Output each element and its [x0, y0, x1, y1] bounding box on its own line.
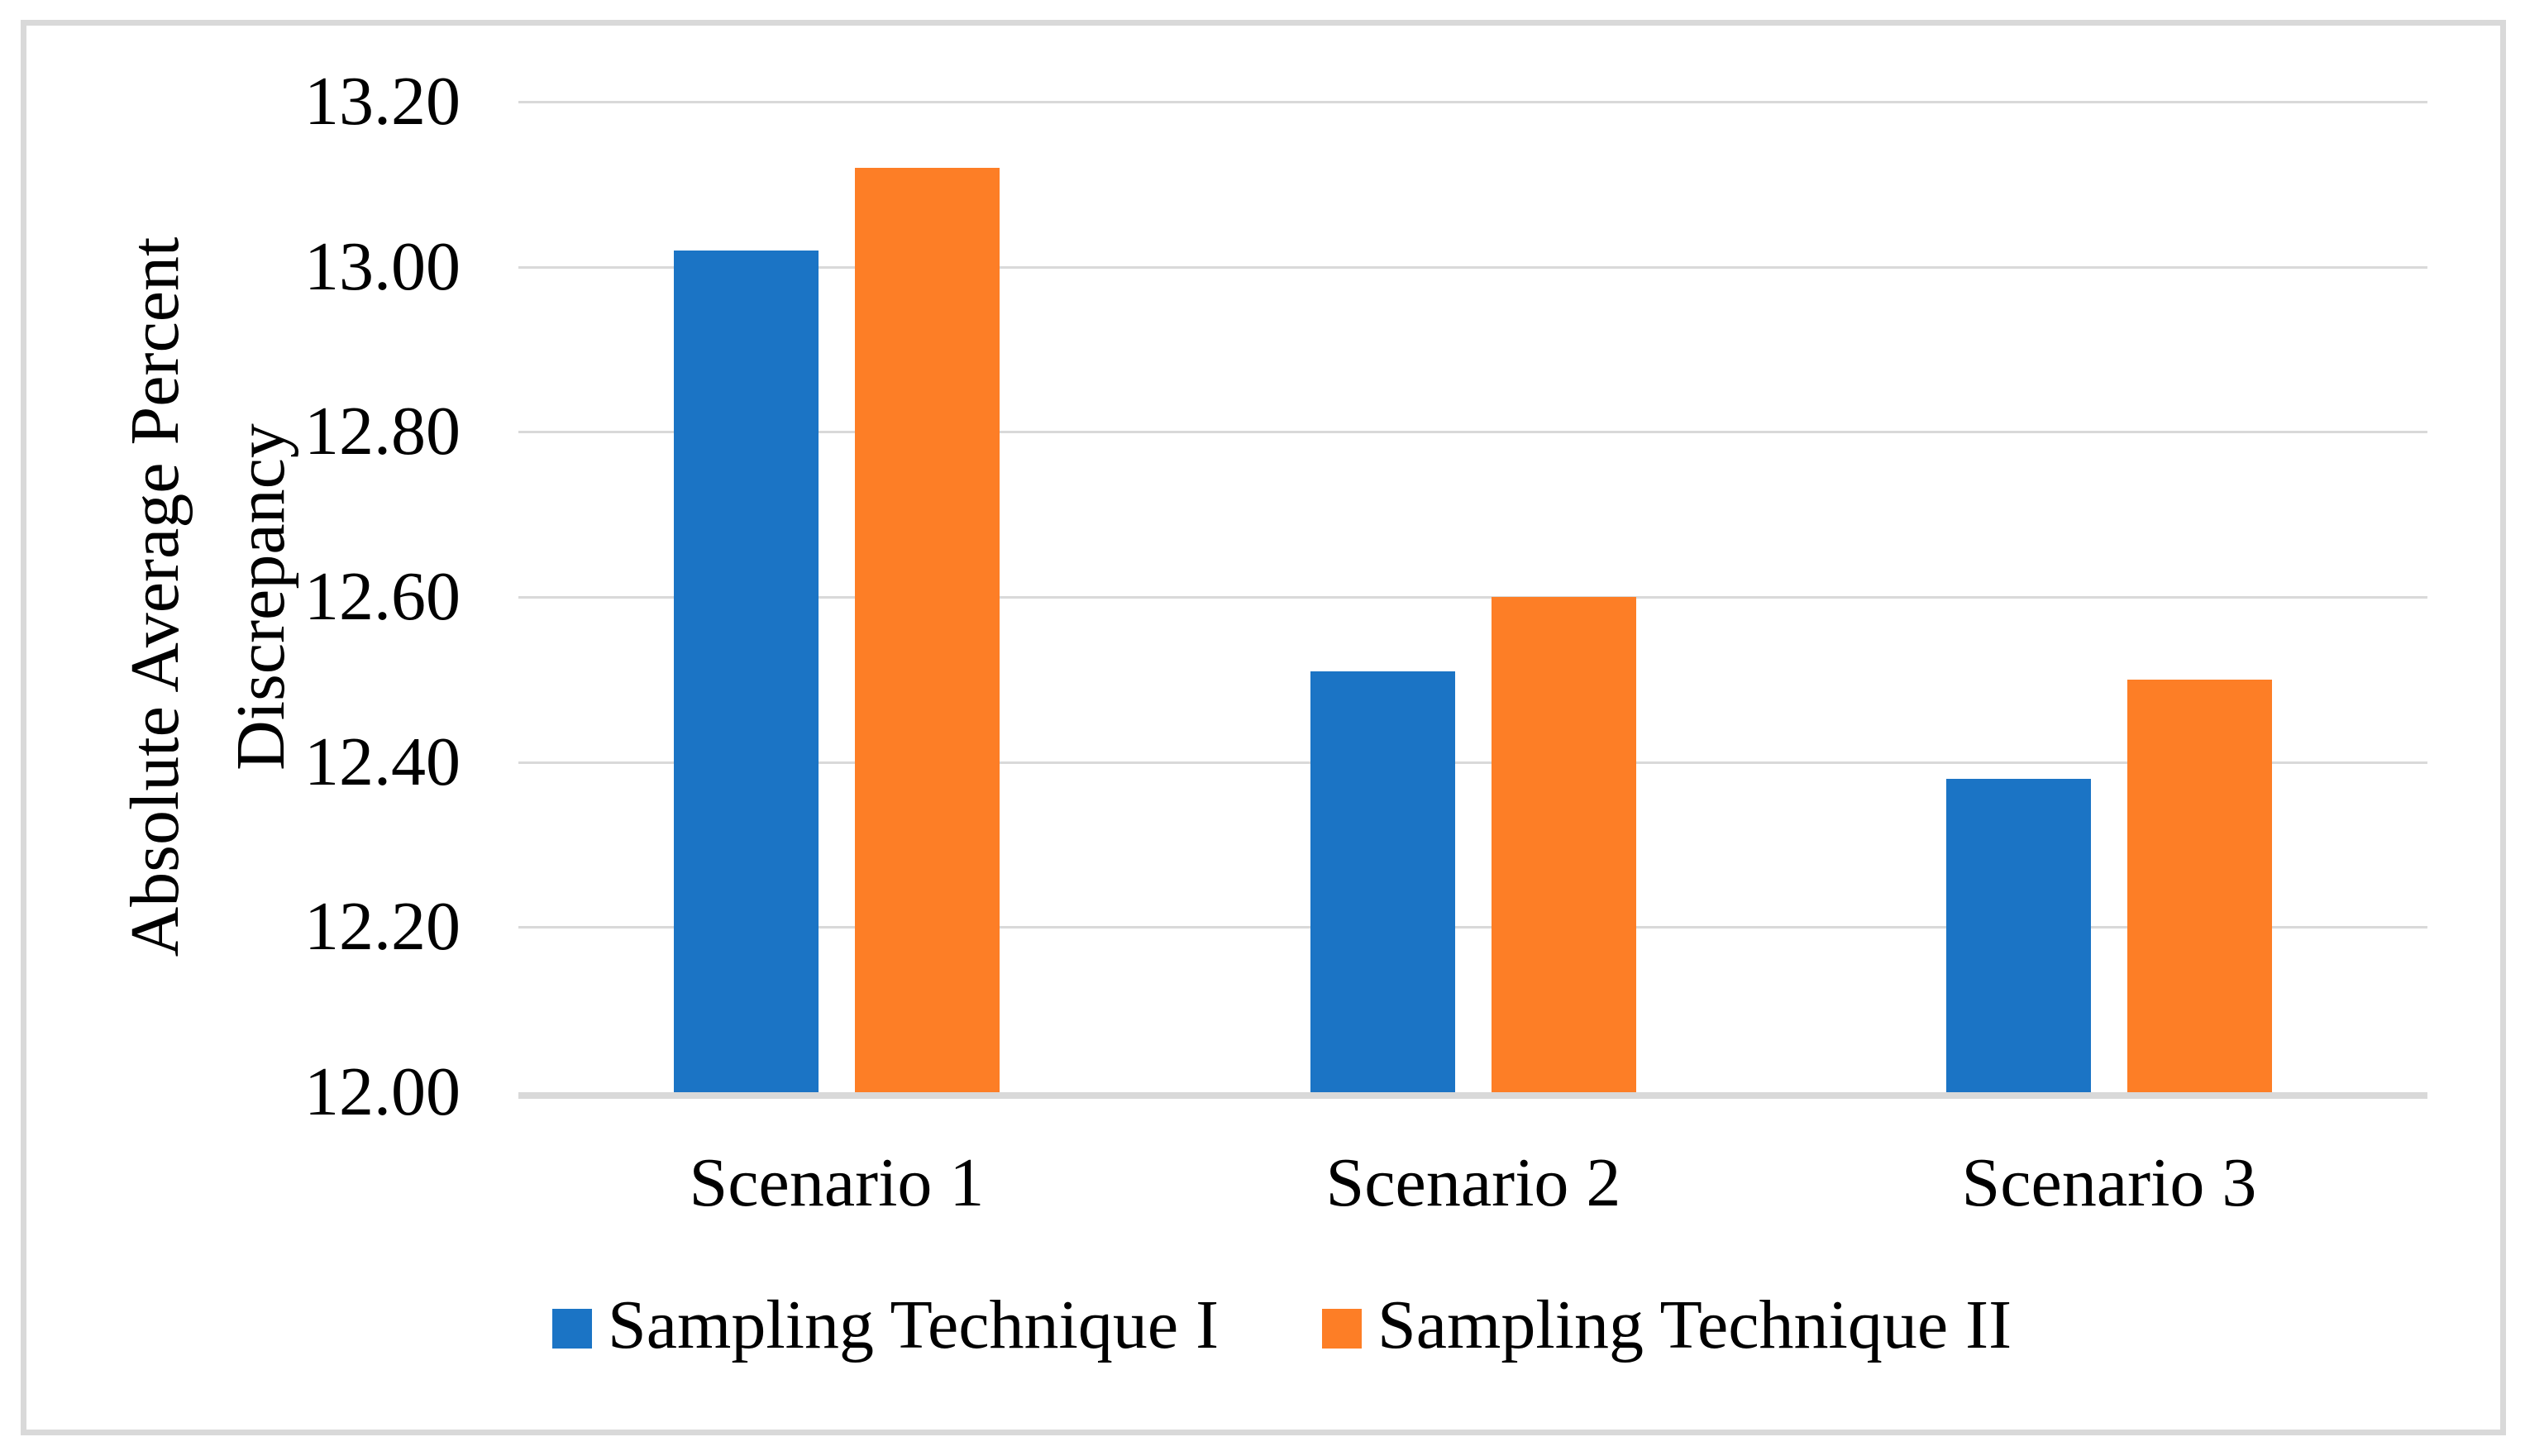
bar-sampling-technique-ii-scenario-2: [1492, 597, 1636, 1092]
x-axis-line: [518, 1092, 2427, 1099]
bar-sampling-technique-i-scenario-2: [1310, 671, 1455, 1092]
x-category-label: Scenario 3: [1961, 1144, 2257, 1221]
x-category-label: Scenario 2: [1325, 1144, 1621, 1221]
bar-sampling-technique-i-scenario-3: [1946, 779, 2091, 1092]
gridline: [518, 926, 2427, 929]
bar-sampling-technique-ii-scenario-3: [2127, 680, 2272, 1092]
figure-border: [21, 20, 2506, 1435]
legend-item-technique-2: Sampling Technique II: [1322, 1291, 2012, 1360]
gridline: [518, 431, 2427, 434]
gridline: [518, 596, 2427, 599]
legend-item-technique-1: Sampling Technique I: [552, 1291, 1219, 1360]
y-tick-label: 13.20: [304, 63, 461, 140]
legend-swatch-technique-2: [1322, 1309, 1362, 1349]
gridline: [518, 761, 2427, 764]
x-category-label: Scenario 1: [689, 1144, 985, 1221]
bar-sampling-technique-i-scenario-1: [674, 251, 819, 1092]
gridline: [518, 101, 2427, 103]
y-tick-label: 13.00: [304, 227, 461, 305]
y-tick-label: 12.80: [304, 393, 461, 470]
gridline: [518, 265, 2427, 269]
legend-swatch-technique-1: [552, 1309, 592, 1349]
y-tick-label: 12.00: [304, 1053, 461, 1130]
bar-sampling-technique-ii-scenario-1: [855, 168, 1000, 1092]
legend-label-technique-1: Sampling Technique I: [608, 1287, 1220, 1363]
y-tick-label: 12.40: [304, 723, 461, 800]
legend-label-technique-2: Sampling Technique II: [1377, 1287, 2012, 1363]
y-tick-label: 12.60: [304, 558, 461, 635]
y-tick-label: 12.20: [304, 888, 461, 966]
